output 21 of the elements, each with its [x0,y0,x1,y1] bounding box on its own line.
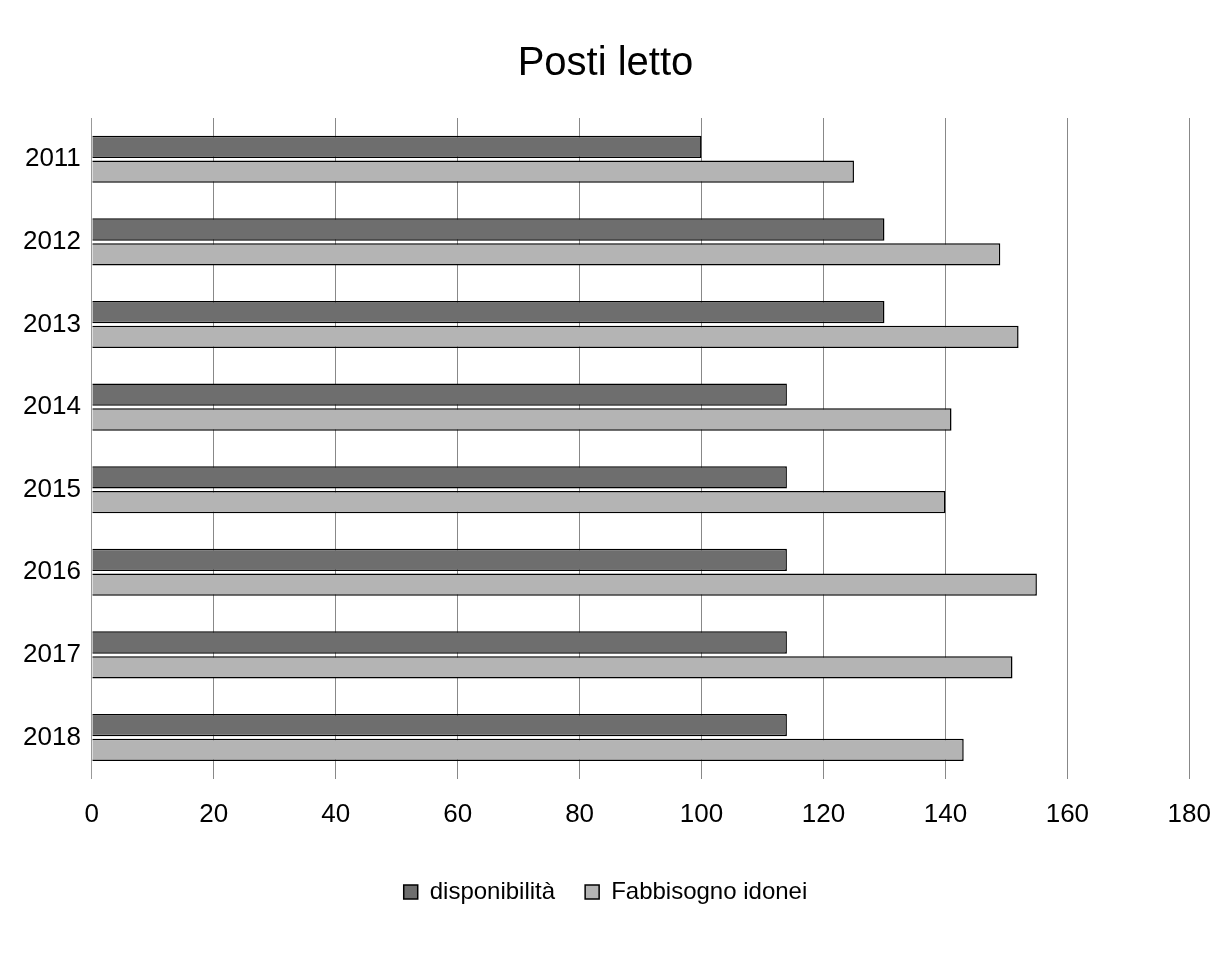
y-tick-label: 2011 [24,142,81,173]
y-tick-label: 2016 [23,555,81,586]
x-tick-label: 180 [1167,797,1212,828]
y-tick-label: 2013 [23,307,81,338]
x-tick-label: 40 [321,797,351,828]
x-tick-label: 20 [199,797,229,828]
y-tick-label: 2014 [23,390,81,421]
y-tick-label: 2018 [23,720,81,751]
x-tick-label: 100 [679,797,724,828]
x-tick-label: 160 [1045,797,1090,828]
x-tick-label: 0 [84,797,100,828]
x-tick-label: 60 [443,797,473,828]
chart-title: Posti letto [517,39,694,84]
y-tick-label: 2017 [23,638,81,669]
y-tick-label: 2012 [23,225,81,256]
x-tick-label: 120 [801,797,846,828]
y-tick-label: 2015 [23,472,81,503]
x-tick-label: 140 [923,797,968,828]
legend-label: Fabbisogno idonei [611,876,808,904]
x-tick-label: 80 [565,797,595,828]
legend-label: disponibilità [429,876,556,904]
